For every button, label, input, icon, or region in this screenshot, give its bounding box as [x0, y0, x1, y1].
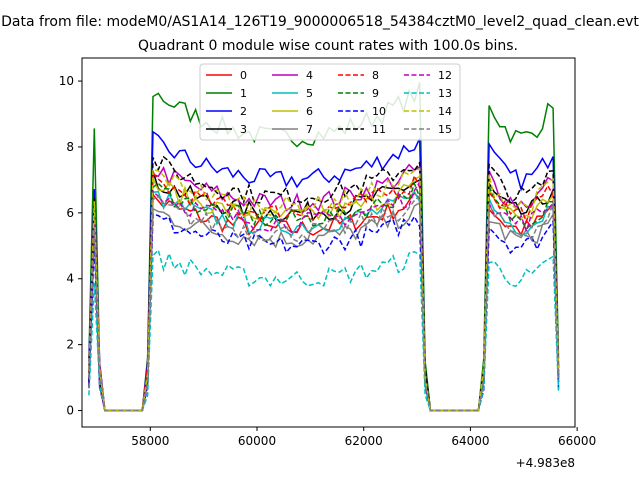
legend-frame — [199, 63, 461, 141]
legend-label-8: 8 — [372, 69, 379, 82]
y-tick-label: 6 — [66, 206, 74, 220]
x-tick-label: 62000 — [345, 434, 383, 448]
legend-label-13: 13 — [438, 87, 452, 100]
legend-label-6: 6 — [306, 105, 313, 118]
legend-label-11: 11 — [372, 123, 386, 136]
x-tick-label: 64000 — [451, 434, 489, 448]
x-tick-label: 66000 — [558, 434, 596, 448]
plot-frame — [81, 57, 576, 428]
x-axis-offset-text: +4.983e8 — [516, 456, 575, 470]
legend-label-7: 7 — [306, 123, 313, 136]
legend-label-4: 4 — [306, 69, 313, 82]
legend-label-5: 5 — [306, 87, 313, 100]
chart-title: Quadrant 0 module wise count rates with … — [138, 38, 518, 54]
series-line-15 — [88, 194, 560, 412]
figure-suptitle: Data from file: modeM0/AS1A14_126T19_900… — [1, 14, 639, 30]
x-axis: 58000 60000 62000 64000 66000 — [131, 427, 596, 448]
legend-label-2: 2 — [240, 105, 247, 118]
series-line-13 — [88, 248, 560, 412]
legend-label-1: 1 — [240, 87, 247, 100]
legend-label-14: 14 — [438, 105, 452, 118]
legend-label-10: 10 — [372, 105, 386, 118]
series-line-9 — [88, 181, 560, 412]
x-tick-label: 60000 — [238, 434, 276, 448]
legend-label-0: 0 — [240, 69, 247, 82]
x-tick-label: 58000 — [131, 434, 169, 448]
legend-label-15: 15 — [438, 123, 452, 136]
y-axis: 0 2 4 6 8 10 — [59, 74, 82, 418]
legend-label-3: 3 — [240, 123, 247, 136]
y-tick-label: 0 — [66, 404, 74, 418]
y-tick-label: 10 — [59, 74, 74, 88]
y-tick-label: 4 — [66, 272, 74, 286]
legend-label-12: 12 — [438, 69, 452, 82]
y-tick-label: 2 — [66, 338, 74, 352]
legend-label-9: 9 — [372, 87, 379, 100]
y-tick-label: 8 — [66, 140, 74, 154]
series-layer — [88, 82, 560, 412]
